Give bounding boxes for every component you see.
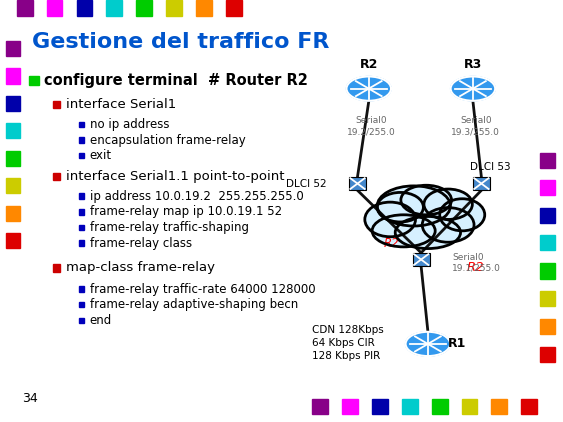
Text: R1: R1 bbox=[448, 338, 466, 350]
Bar bbox=[349, 177, 366, 190]
Bar bbox=[226, 0, 242, 16]
Bar bbox=[540, 153, 555, 168]
Text: no ip address: no ip address bbox=[90, 118, 169, 131]
Bar bbox=[6, 68, 20, 84]
Bar bbox=[372, 399, 388, 414]
Ellipse shape bbox=[424, 190, 472, 219]
Text: R2: R2 bbox=[360, 58, 378, 70]
Bar bbox=[540, 208, 555, 223]
Bar bbox=[79, 153, 84, 158]
Bar bbox=[342, 399, 358, 414]
Bar bbox=[413, 253, 430, 266]
Bar bbox=[77, 0, 92, 16]
Ellipse shape bbox=[450, 76, 495, 101]
Bar bbox=[6, 178, 20, 193]
Ellipse shape bbox=[405, 332, 450, 356]
Ellipse shape bbox=[377, 187, 450, 227]
Bar bbox=[6, 151, 20, 166]
Text: encapsulation frame-relay: encapsulation frame-relay bbox=[90, 134, 245, 146]
Bar bbox=[79, 317, 84, 323]
Bar bbox=[6, 233, 20, 248]
Bar bbox=[166, 0, 182, 16]
Text: DLCI 53: DLCI 53 bbox=[470, 162, 511, 172]
Ellipse shape bbox=[422, 208, 473, 241]
Bar bbox=[79, 209, 84, 214]
Bar bbox=[106, 0, 122, 16]
Bar bbox=[312, 399, 328, 414]
Bar bbox=[47, 0, 62, 16]
Text: frame-relay traffic-shaping: frame-relay traffic-shaping bbox=[90, 221, 249, 234]
Text: CDN 128Kbps
64 Kbps CIR
128 Kbps PIR: CDN 128Kbps 64 Kbps CIR 128 Kbps PIR bbox=[312, 325, 384, 361]
Text: R3: R3 bbox=[464, 58, 482, 70]
Text: 34: 34 bbox=[23, 392, 38, 405]
Bar bbox=[79, 240, 84, 246]
Ellipse shape bbox=[366, 203, 417, 236]
Bar bbox=[196, 0, 212, 16]
Text: interface Serial1.1 point-to-point: interface Serial1.1 point-to-point bbox=[65, 170, 284, 183]
Bar bbox=[136, 0, 152, 16]
Bar bbox=[79, 122, 84, 127]
Text: Serial0
19.1/255.0: Serial0 19.1/255.0 bbox=[452, 253, 501, 273]
Bar bbox=[53, 101, 60, 108]
Text: R2: R2 bbox=[383, 237, 399, 249]
Bar bbox=[540, 235, 555, 250]
Bar bbox=[53, 264, 60, 272]
Text: Gestione del traffico FR: Gestione del traffico FR bbox=[32, 32, 329, 52]
Bar bbox=[540, 180, 555, 195]
Ellipse shape bbox=[346, 76, 391, 101]
Bar bbox=[17, 0, 33, 16]
Bar bbox=[540, 263, 555, 279]
Text: ip address 10.0.19.2  255.255.255.0: ip address 10.0.19.2 255.255.255.0 bbox=[90, 190, 303, 203]
Text: exit: exit bbox=[90, 149, 112, 162]
Bar bbox=[540, 291, 555, 306]
Text: frame-relay map ip 10.0.19.1 52: frame-relay map ip 10.0.19.1 52 bbox=[90, 206, 282, 218]
Ellipse shape bbox=[387, 196, 455, 234]
Text: frame-relay class: frame-relay class bbox=[90, 237, 196, 249]
Bar bbox=[6, 96, 20, 111]
Bar bbox=[540, 347, 555, 362]
Text: map-class frame-relay: map-class frame-relay bbox=[65, 262, 219, 274]
Bar bbox=[6, 123, 20, 138]
Bar bbox=[402, 399, 418, 414]
Text: DLCI 52: DLCI 52 bbox=[286, 179, 327, 189]
Bar bbox=[79, 286, 84, 292]
Bar bbox=[79, 193, 84, 199]
Bar bbox=[473, 177, 490, 190]
Text: frame-relay adaptive-shaping becn: frame-relay adaptive-shaping becn bbox=[90, 298, 298, 311]
Ellipse shape bbox=[439, 200, 484, 231]
Text: Serial0
19.3/255.0: Serial0 19.3/255.0 bbox=[452, 116, 500, 136]
Bar bbox=[79, 225, 84, 230]
Text: Serial0
19.2/255.0: Serial0 19.2/255.0 bbox=[347, 116, 396, 136]
Bar bbox=[491, 399, 507, 414]
Ellipse shape bbox=[378, 193, 423, 222]
Bar bbox=[521, 399, 537, 414]
Bar bbox=[53, 173, 60, 180]
Bar bbox=[79, 137, 84, 143]
Bar bbox=[6, 41, 20, 56]
Bar bbox=[79, 302, 84, 307]
Text: frame-relay traffic-rate 64000 128000: frame-relay traffic-rate 64000 128000 bbox=[90, 283, 315, 295]
Bar bbox=[462, 399, 477, 414]
Text: configure terminal  # Router R2: configure terminal # Router R2 bbox=[44, 73, 309, 88]
Text: R2: R2 bbox=[467, 262, 484, 274]
Bar bbox=[29, 76, 39, 85]
Text: interface Serial1: interface Serial1 bbox=[65, 98, 176, 111]
Bar bbox=[540, 319, 555, 334]
Bar bbox=[6, 206, 20, 221]
Bar bbox=[432, 399, 448, 414]
Ellipse shape bbox=[395, 216, 461, 248]
Text: end: end bbox=[90, 314, 112, 327]
Ellipse shape bbox=[401, 186, 452, 215]
Ellipse shape bbox=[373, 214, 435, 246]
